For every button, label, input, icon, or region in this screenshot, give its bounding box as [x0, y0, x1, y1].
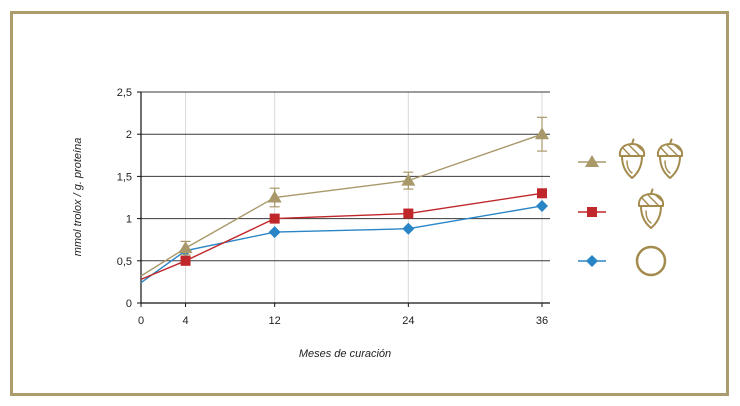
chart-frame [10, 11, 729, 396]
y-tick-label: 2 [126, 129, 132, 141]
square-marker [403, 208, 414, 219]
diamond-marker [268, 226, 281, 239]
series-square [140, 188, 547, 281]
legend-item-diamond [578, 245, 667, 277]
square-marker [587, 207, 597, 217]
acorn-cap-hatch [660, 143, 682, 157]
x-tick-label: 12 [269, 315, 281, 327]
acorn-nut [659, 155, 681, 179]
acorn-cap [618, 143, 646, 157]
x-tick-label: 24 [402, 315, 414, 327]
series-triangle [140, 116, 549, 277]
y-tick-label: 0 [126, 298, 132, 310]
y-tick-label: 1 [126, 214, 132, 226]
series-line [140, 205, 543, 284]
acorn-icon [656, 138, 684, 179]
grid-lines [141, 91, 550, 303]
triangle-marker [178, 241, 193, 254]
acorn-highlight [626, 160, 633, 174]
square-marker [180, 255, 191, 266]
legend-item-triangle [578, 138, 684, 179]
square-marker [537, 188, 547, 199]
acorn-icon [637, 188, 665, 229]
acorn-nut [621, 155, 643, 179]
acorn-nut [640, 205, 662, 229]
series-layer [140, 116, 549, 284]
triangle-marker [401, 173, 416, 186]
triangle-marker [535, 127, 549, 140]
y-tick-label: 2,5 [117, 87, 132, 99]
series-diamond [140, 199, 548, 284]
y-axis-label: mmol trolox / g. proteína [72, 138, 84, 257]
diamond-marker [402, 222, 415, 235]
y-tick-label: 0,5 [117, 256, 132, 268]
acorn-highlight [645, 210, 652, 224]
diamond-marker [536, 199, 548, 212]
series-line [140, 133, 543, 277]
x-axis-label: Meses de curación [299, 348, 391, 360]
y-tick-label: 1,5 [117, 171, 132, 183]
acorn-icon [618, 138, 646, 179]
triangle-marker [267, 190, 282, 203]
acorn-cap-hatch [622, 143, 644, 157]
acorn-highlight [664, 160, 671, 174]
x-tick-label: 36 [536, 315, 548, 327]
diamond-marker [586, 255, 598, 267]
empty-circle-icon [635, 245, 667, 277]
square-marker [269, 213, 280, 224]
series-line [140, 192, 543, 281]
x-tick-label: 0 [138, 315, 144, 327]
legend-item-square [578, 188, 665, 229]
acorn-cap [656, 143, 684, 157]
acorn-cap [637, 193, 665, 207]
legend [578, 138, 684, 277]
triangle-marker [585, 155, 599, 167]
acorn-cap-hatch [641, 193, 663, 207]
axes [137, 91, 550, 307]
tick-labels: 0 0,5 1 1,5 2 2,5 0 4 12 24 36 [117, 87, 548, 327]
x-tick-label: 4 [182, 315, 188, 327]
